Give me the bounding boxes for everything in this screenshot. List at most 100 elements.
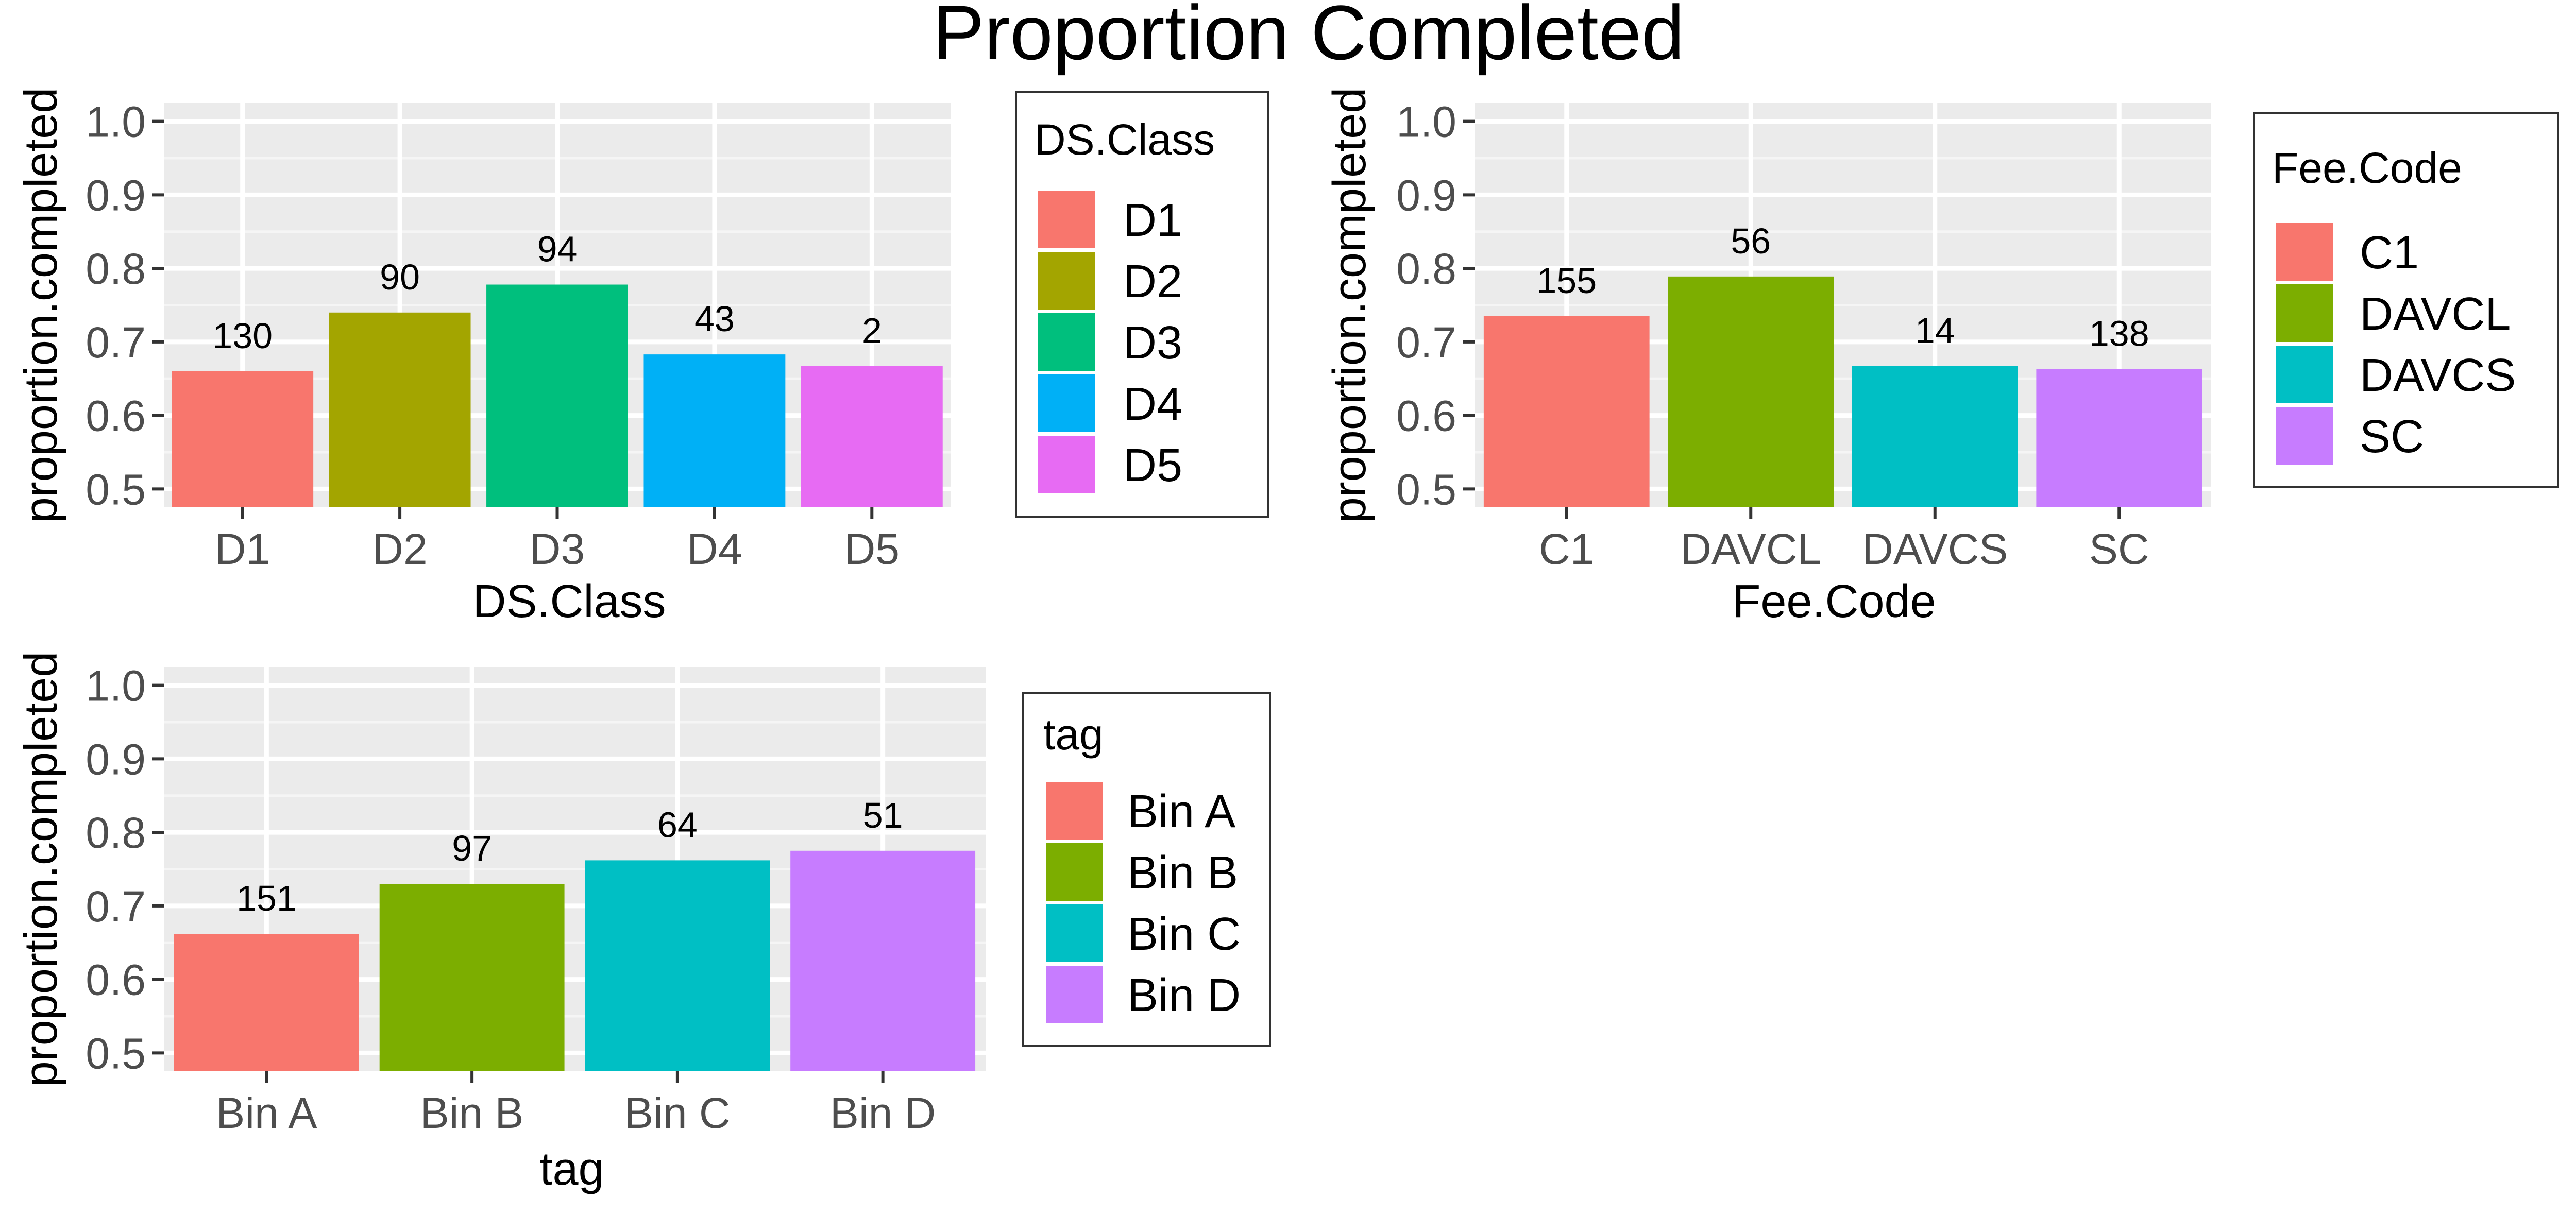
legend-label: SC	[2360, 411, 2424, 463]
x-tick-label: C1	[1539, 525, 1594, 573]
y-tick-label: 0.8	[86, 245, 146, 293]
y-tick-label: 0.6	[86, 392, 146, 440]
bar-count-label: 97	[452, 828, 492, 868]
x-tick-label: Bin C	[624, 1089, 730, 1137]
y-tick-label: 1.0	[86, 98, 146, 146]
bar-davcs	[1852, 366, 2018, 507]
chart-panel-3: 151 97 64 51 0.5 0.6 0.7 0.8 0.9 1.0 Bin A Bin B Bin…	[15, 652, 1271, 1195]
legend-label: D4	[1123, 379, 1182, 430]
legend-swatch	[1038, 313, 1095, 371]
y-tick-label: 0.6	[1396, 392, 1456, 440]
legend-label: Bin C	[1127, 909, 1241, 960]
x-axis-title: tag	[539, 1143, 604, 1195]
bar-count-label: 94	[537, 229, 578, 269]
legend-label: D3	[1123, 317, 1182, 369]
y-tick-label: 1.0	[1396, 98, 1456, 146]
legend-label: D2	[1123, 256, 1182, 307]
y-tick-label: 0.9	[86, 735, 146, 783]
x-tick-label: D4	[687, 525, 742, 573]
y-tick-label: 0.7	[86, 882, 146, 931]
legend-label: Bin B	[1127, 847, 1238, 899]
legend-swatch	[2276, 223, 2333, 281]
legend-label: Bin A	[1127, 786, 1235, 837]
x-tick-label: D5	[844, 525, 900, 573]
bar-davcl	[1668, 276, 1834, 507]
legend-swatch	[2276, 346, 2333, 403]
legend-swatch	[1046, 966, 1103, 1023]
bar-count-label: 130	[212, 316, 273, 356]
x-tick-label: D1	[215, 525, 270, 573]
bar-count-label: 151	[236, 878, 297, 918]
legend-swatch	[1038, 436, 1095, 493]
y-tick-label: 0.9	[1396, 171, 1456, 219]
legend-swatch	[1046, 904, 1103, 962]
bar-count-label: 2	[862, 311, 882, 351]
y-axis-title: proportion.completed	[15, 652, 67, 1087]
legend-title: Fee.Code	[2272, 144, 2462, 192]
bar-count-label: 51	[863, 795, 903, 835]
y-tick-label: 0.9	[86, 171, 146, 219]
legend-label: DAVCL	[2360, 288, 2511, 340]
legend-label: D5	[1123, 440, 1182, 491]
legend-label: Bin D	[1127, 970, 1241, 1021]
legend-title: DS.Class	[1035, 115, 1215, 164]
bar-count-label: 90	[380, 257, 420, 297]
x-axis-title: Fee.Code	[1732, 576, 1936, 627]
y-tick-label: 0.5	[1396, 465, 1456, 514]
bar-d4	[643, 354, 786, 507]
chart-panel-2: 155 56 14 138 0.5 0.6 0.7 0.8 0.9 1.0 C1 DAVCL DAVCS…	[1324, 88, 2559, 627]
figure-title: Proportion Completed	[933, 0, 1684, 76]
y-axis-title: proportion.completed	[15, 88, 67, 523]
legend-swatch	[2276, 407, 2333, 465]
legend-swatch	[1038, 374, 1095, 432]
bar-bin-c	[585, 860, 770, 1071]
x-tick-label: D2	[372, 525, 427, 573]
bar-d2	[329, 312, 471, 507]
legend-title: tag	[1043, 710, 1104, 759]
y-tick-label: 0.6	[86, 956, 146, 1004]
legend-swatch	[2276, 284, 2333, 342]
x-axis-title: DS.Class	[472, 576, 666, 627]
legend: Fee.Code C1 DAVCL DAVCS SC	[2253, 112, 2559, 488]
legend-swatch	[1046, 843, 1103, 901]
bar-count-label: 43	[694, 299, 735, 339]
bar-bin-b	[379, 884, 565, 1071]
x-tick-label: DAVCL	[1680, 525, 1821, 573]
bar-count-label: 64	[657, 805, 698, 845]
x-tick-label: D3	[530, 525, 585, 573]
legend-swatch	[1038, 191, 1095, 248]
bar-bin-a	[174, 934, 359, 1071]
bar-sc	[2036, 369, 2202, 507]
legend: tag Bin A Bin B Bin C Bin D	[1022, 692, 1271, 1047]
legend: DS.Class D1 D2 D3 D4 D5	[1015, 91, 1269, 518]
bar-c1	[1483, 316, 1650, 507]
y-axis-title: proportion.completed	[1324, 88, 1376, 523]
x-tick-label: DAVCS	[1862, 525, 2008, 573]
legend-swatch	[1038, 252, 1095, 310]
legend-label: D1	[1123, 195, 1182, 246]
bar-count-label: 138	[2089, 314, 2149, 354]
y-tick-label: 0.8	[1396, 245, 1456, 293]
bar-count-label: 155	[1536, 261, 1597, 301]
x-tick-label: Bin B	[420, 1089, 524, 1137]
y-tick-label: 0.5	[86, 1029, 146, 1077]
x-tick-label: Bin A	[216, 1089, 317, 1137]
y-tick-label: 0.8	[86, 809, 146, 857]
bar-d3	[486, 284, 628, 507]
y-tick-label: 0.7	[1396, 318, 1456, 367]
bar-d1	[172, 371, 314, 507]
legend-label: C1	[2360, 227, 2419, 279]
legend-swatch	[1046, 782, 1103, 840]
bar-count-label: 56	[1731, 221, 1771, 261]
x-tick-label: SC	[2089, 525, 2149, 573]
y-tick-label: 0.5	[86, 465, 146, 514]
x-tick-label: Bin D	[830, 1089, 936, 1137]
bar-d5	[801, 366, 943, 507]
y-tick-label: 1.0	[86, 662, 146, 710]
bar-count-label: 14	[1915, 311, 1955, 351]
y-tick-label: 0.7	[86, 318, 146, 367]
bar-bin-d	[790, 850, 976, 1071]
